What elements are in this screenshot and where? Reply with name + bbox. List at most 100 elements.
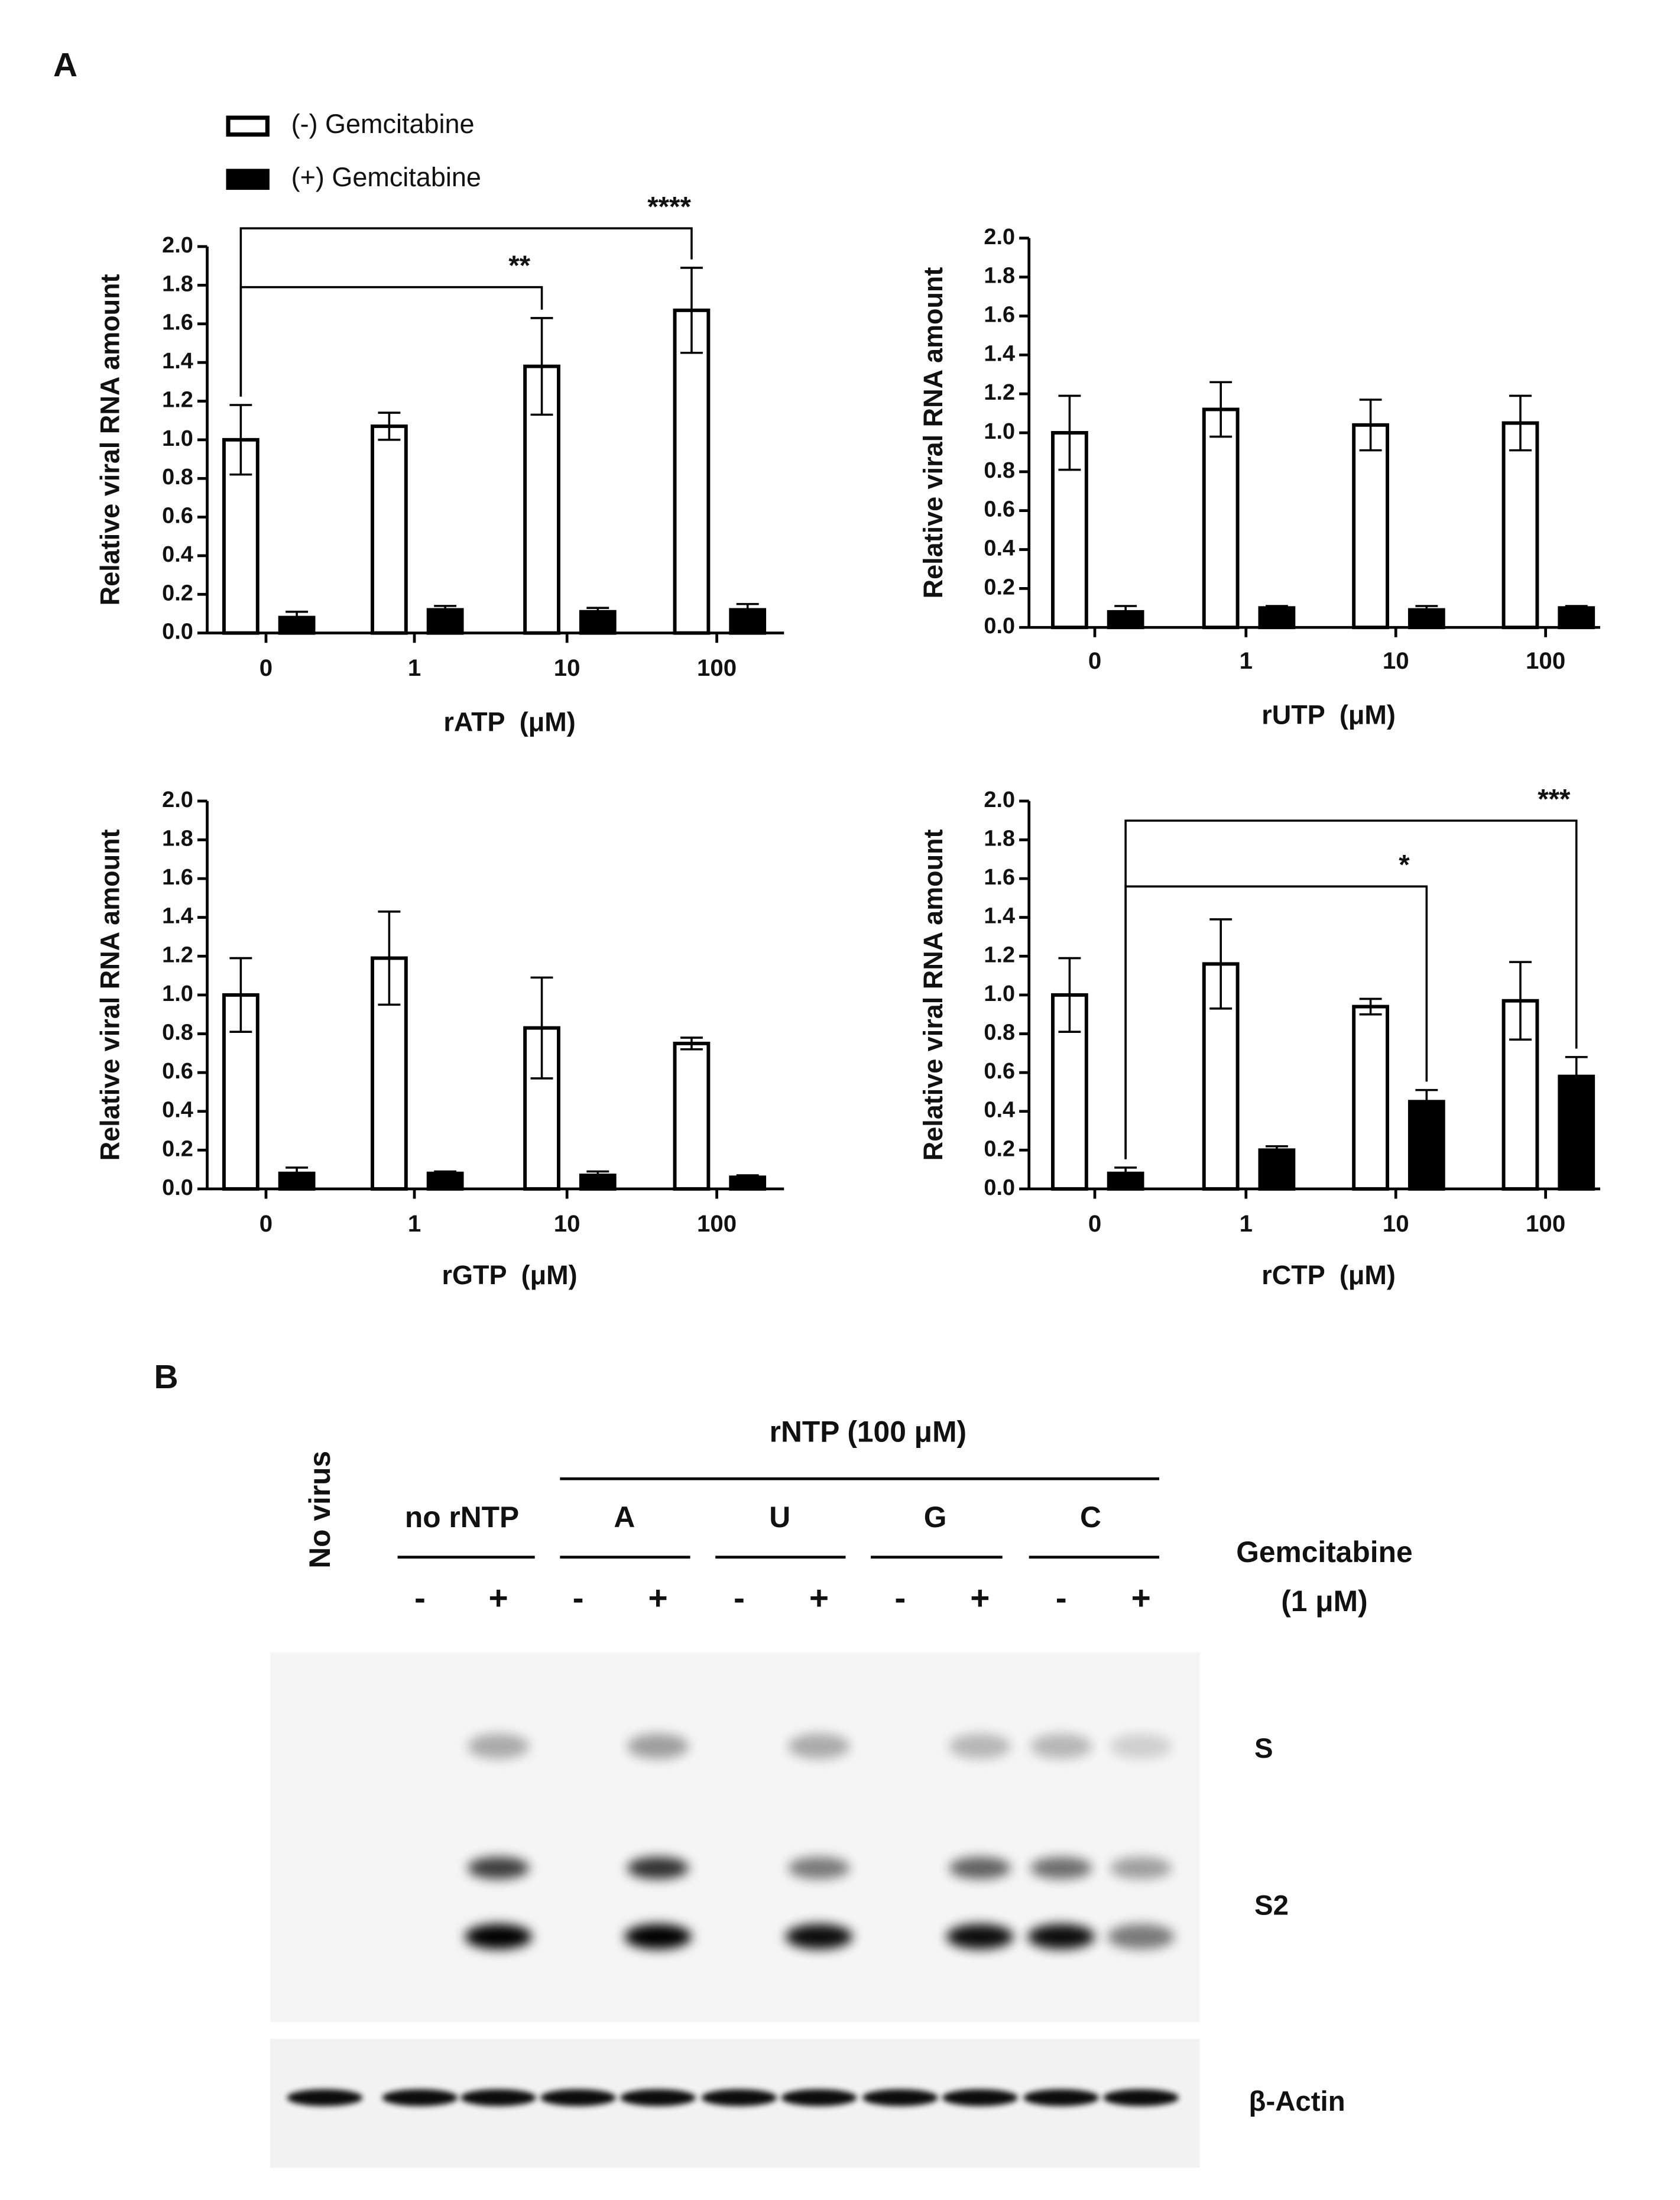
significance-label: **** [647, 192, 691, 223]
x-tick-label: 0 [260, 655, 273, 681]
bar [371, 424, 408, 635]
x-tick-label: 100 [697, 1210, 737, 1237]
band [287, 2089, 363, 2107]
y-tick-label: 1.0 [162, 981, 193, 1006]
y-tick-label: 2.0 [162, 788, 193, 812]
y-tick-label: 1.6 [162, 865, 193, 890]
y-tick-label: 1.8 [984, 264, 1015, 289]
x-tick-label: 10 [1383, 647, 1409, 674]
x-axis-title: rCTP (μM) [1261, 1260, 1396, 1290]
bar [1352, 423, 1389, 630]
y-tick-label: 0.6 [984, 497, 1015, 522]
y-tick-label: 0.8 [162, 465, 193, 490]
y-tick-label: 0.6 [162, 504, 193, 529]
group-label: U [769, 1501, 790, 1534]
band [946, 1924, 1014, 1949]
legend-label: (-) Gemcitabine [291, 109, 475, 139]
band [620, 2089, 696, 2107]
band [862, 2089, 938, 2107]
x-tick-label: 10 [554, 655, 580, 681]
band [465, 1924, 532, 1949]
bar [1202, 407, 1240, 630]
y-tick-label: 1.0 [162, 426, 193, 451]
significance-label: * [1399, 850, 1410, 881]
band [1110, 1856, 1172, 1880]
y-tick-label: 1.6 [984, 302, 1015, 327]
y-tick-label: 1.4 [162, 349, 193, 374]
band [785, 1924, 853, 1949]
band [788, 1734, 850, 1759]
y-tick-label: 1.2 [984, 942, 1015, 967]
y-axis-title: Relative viral RNA amount [95, 274, 125, 605]
y-tick-label: 0.2 [984, 1136, 1015, 1161]
y-tick-label: 1.0 [984, 981, 1015, 1006]
lane-label: - [734, 1580, 745, 1617]
band [949, 1734, 1011, 1759]
bar [1501, 421, 1539, 630]
group-label: C [1080, 1501, 1101, 1534]
y-tick-label: 0.0 [162, 1175, 193, 1200]
x-tick-label: 0 [260, 1210, 273, 1237]
lane-label: - [894, 1580, 906, 1617]
y-tick-label: 0.2 [162, 1136, 193, 1161]
y-tick-label: 1.2 [162, 387, 193, 412]
bar [278, 1171, 316, 1191]
y-tick-label: 0.2 [162, 581, 193, 605]
band [468, 1856, 530, 1880]
lane-label: + [1131, 1580, 1151, 1617]
legend-swatch [226, 115, 270, 137]
significance-label: ** [508, 250, 530, 281]
y-tick-label: 1.0 [984, 419, 1015, 444]
lane-label: - [1056, 1580, 1067, 1617]
dose-label: (1 μM) [1281, 1585, 1367, 1618]
significance-bracket [239, 227, 693, 397]
y-tick-label: 1.2 [984, 380, 1015, 405]
significance-label: *** [1538, 783, 1571, 815]
y-tick-label: 0.8 [984, 1020, 1015, 1045]
y-tick-label: 0.0 [984, 614, 1015, 639]
legend-swatch [226, 169, 270, 190]
bar [1352, 1005, 1389, 1191]
band [1030, 1734, 1092, 1759]
band [781, 2089, 857, 2107]
y-tick-label: 0.4 [984, 1098, 1015, 1123]
lane-label: - [414, 1580, 426, 1617]
lane-label: - [573, 1580, 584, 1617]
y-tick-label: 1.8 [984, 826, 1015, 851]
x-tick-label: 10 [1383, 1210, 1409, 1237]
y-tick-label: 1.6 [984, 865, 1015, 890]
lane-label: + [489, 1580, 508, 1617]
x-tick-label: 10 [554, 1210, 580, 1237]
significance-bracket [239, 286, 543, 397]
lane-label: + [648, 1580, 668, 1617]
panel-label: A [53, 47, 77, 84]
band [701, 2089, 777, 2107]
bar [673, 308, 711, 635]
y-tick-label: 1.8 [162, 826, 193, 851]
y-tick-label: 0.0 [162, 620, 193, 644]
x-tick-label: 1 [408, 655, 421, 681]
y-tick-label: 1.4 [984, 904, 1015, 929]
x-tick-label: 0 [1088, 1210, 1101, 1237]
group-label: no rNTP [405, 1501, 519, 1534]
band [788, 1856, 850, 1880]
y-tick-label: 0.4 [162, 1098, 193, 1123]
y-tick-label: 2.0 [984, 225, 1015, 250]
band [1027, 1924, 1095, 1949]
x-axis-title: rUTP (μM) [1261, 700, 1396, 730]
y-tick-label: 2.0 [984, 788, 1015, 812]
band [460, 2089, 537, 2107]
y-tick-label: 0.6 [984, 1059, 1015, 1084]
y-tick-label: 0.2 [984, 575, 1015, 600]
blot-background [270, 1652, 1200, 2023]
y-tick-label: 0.6 [162, 1059, 193, 1084]
band-label: S2 [1254, 1890, 1289, 1921]
band [942, 2089, 1018, 2107]
legend-label: (+) Gemcitabine [291, 162, 481, 192]
band-label: β-Actin [1249, 2086, 1345, 2117]
x-tick-label: 100 [1526, 1210, 1565, 1237]
y-tick-label: 0.8 [984, 458, 1015, 483]
no-virus-label: No virus [303, 1451, 336, 1569]
